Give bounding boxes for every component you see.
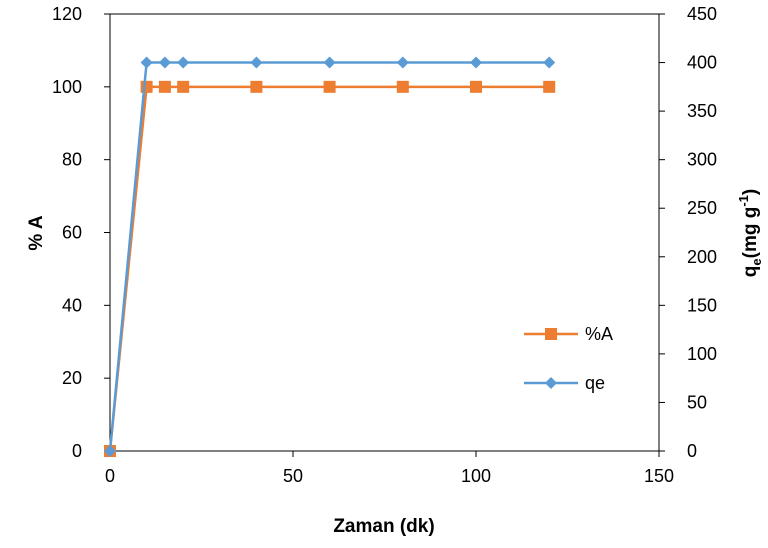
- y-axis-right-title-close: ): [740, 189, 761, 195]
- series-a-point: [323, 80, 336, 93]
- series-a-point: [543, 80, 556, 93]
- y-axis-right-title-sub: e: [749, 258, 764, 265]
- y-axis-right-title-sup: -1: [736, 195, 751, 207]
- y-axis-right-title-unit: (mg g: [740, 207, 761, 259]
- y-right-tick-label: 0: [687, 441, 697, 461]
- legend-swatch-marker: [545, 377, 557, 389]
- y-right-tick-label: 350: [687, 101, 717, 121]
- y-left-tick-label: 120: [52, 4, 82, 24]
- y-right-tick-label: 200: [687, 247, 717, 267]
- legend-item-a: %A: [524, 324, 613, 344]
- series-a-point: [470, 80, 482, 93]
- y-left-tick-label: 60: [62, 223, 82, 243]
- series-qe: [104, 56, 556, 457]
- series-a-point: [396, 80, 409, 93]
- legend-label: %A: [585, 324, 613, 344]
- series-qe-point: [543, 56, 556, 69]
- y-right-tick-label: 150: [687, 295, 717, 315]
- legend-item-qe: qe: [524, 373, 605, 393]
- series-a-point: [250, 80, 263, 93]
- y-right-tick-label: 400: [687, 53, 717, 73]
- y-left-tick-label: 100: [52, 77, 82, 97]
- y-right-tick-label: 300: [687, 150, 717, 170]
- series-qe-point: [470, 56, 482, 69]
- x-tick-label: 50: [283, 466, 303, 486]
- x-axis-title: Zaman (dk): [333, 516, 434, 537]
- legend-swatch-marker: [545, 328, 557, 340]
- x-tick-label: 0: [105, 466, 115, 486]
- y-left-tick-label: 20: [62, 368, 82, 388]
- y-right-tick-label: 450: [687, 4, 717, 24]
- series-a-point: [177, 80, 190, 93]
- y-left-tick-label: 40: [62, 295, 82, 315]
- x-tick-label: 100: [461, 466, 491, 486]
- y-axis-right-title: qe(mg g-1): [736, 189, 764, 277]
- x-tick-label: 150: [644, 466, 674, 486]
- series-a-point: [158, 80, 171, 93]
- series-layer: [104, 56, 556, 457]
- legend-label: qe: [585, 373, 605, 393]
- series-qe-point: [323, 56, 336, 69]
- legend: %A qe: [524, 324, 613, 393]
- series-qe-point: [140, 56, 153, 69]
- series-qe-point: [158, 56, 171, 69]
- y-right-tick-label: 100: [687, 344, 717, 364]
- y-right-tick-label: 50: [687, 392, 707, 412]
- series-qe-point: [396, 56, 409, 69]
- y-left-tick-label: 80: [62, 150, 82, 170]
- series-a-point: [140, 80, 153, 93]
- y-axis-left-title: % A: [26, 215, 47, 250]
- series-qe-point: [104, 445, 116, 457]
- y-axis-right-title-base: q: [740, 266, 761, 278]
- series-qe-point: [250, 56, 263, 69]
- y-right-tick-label: 250: [687, 198, 717, 218]
- axes: 0 50 100 150 0 20 40 60 80 100 120 0 50 100 150 200 250 3…: [52, 4, 717, 486]
- y-left-tick-label: 0: [72, 441, 82, 461]
- series-qe-point: [177, 56, 190, 69]
